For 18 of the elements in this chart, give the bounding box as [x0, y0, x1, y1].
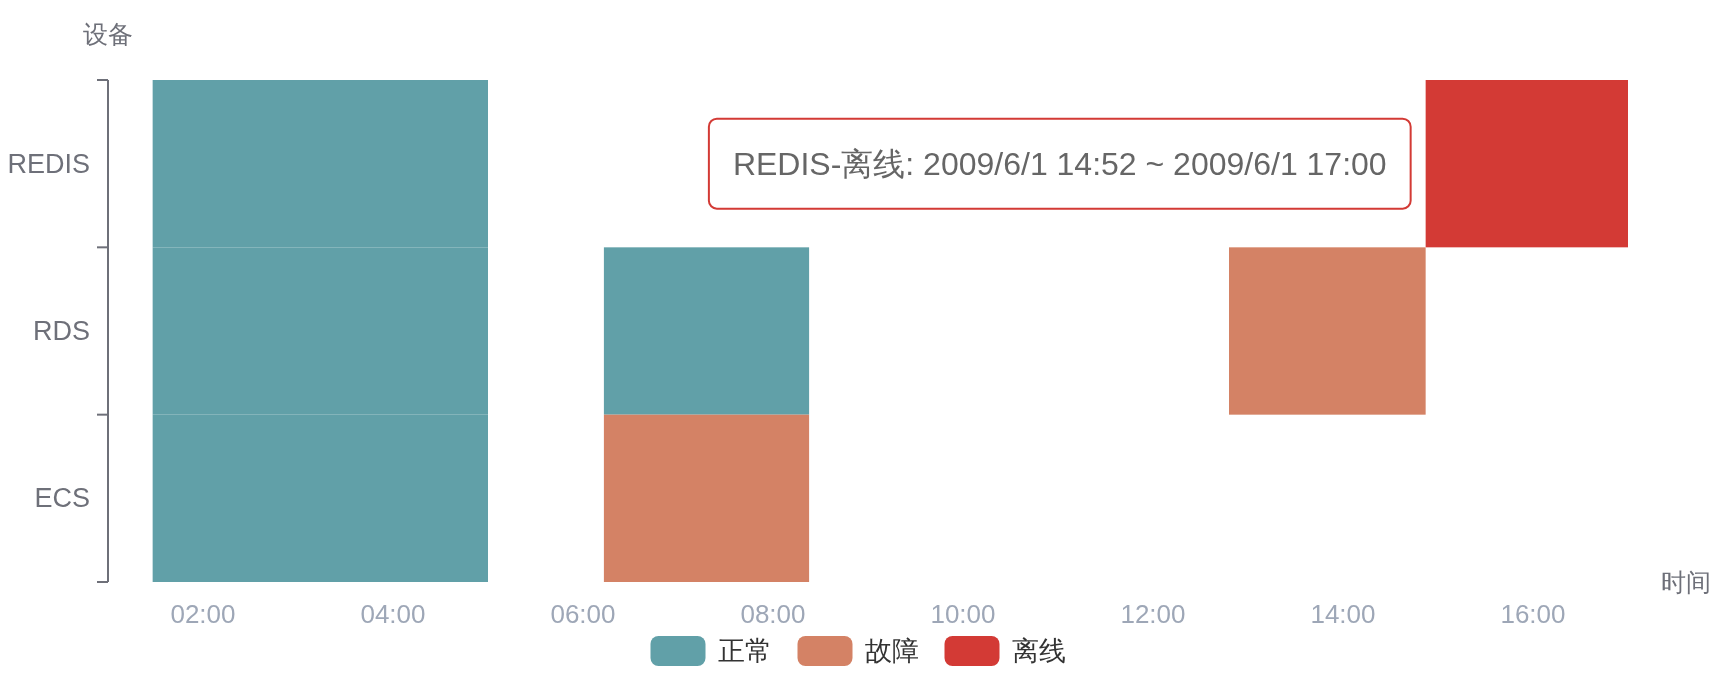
ylabel: 设备 — [83, 20, 133, 48]
x-tick-label: 02:00 — [170, 599, 236, 629]
x-tick-label: 16:00 — [1500, 599, 1566, 629]
x-tick-label: 04:00 — [360, 599, 426, 629]
y-tick-label: ECS — [34, 483, 90, 514]
legend-label: 离线 — [1011, 636, 1066, 666]
legend-label: 故障 — [864, 636, 919, 666]
legend: 正常 故障 离线 — [650, 636, 1066, 666]
annotation: REDIS-离线: 2009/6/1 14:52 ~ 2009/6/1 17:00 — [732, 145, 1387, 182]
xlabel: 时间 — [1661, 568, 1711, 596]
legend-label: 正常 — [717, 636, 772, 666]
x-tick-label: 14:00 — [1310, 599, 1376, 629]
x-tick-label: 10:00 — [930, 599, 996, 629]
y-tick-label: REDIS — [7, 148, 90, 179]
y-tick-label: RDS — [32, 316, 90, 346]
x-tick-label: 08:00 — [740, 599, 806, 629]
x-tick-label: 06:00 — [550, 599, 616, 629]
x-tick-label: 12:00 — [1120, 599, 1186, 629]
